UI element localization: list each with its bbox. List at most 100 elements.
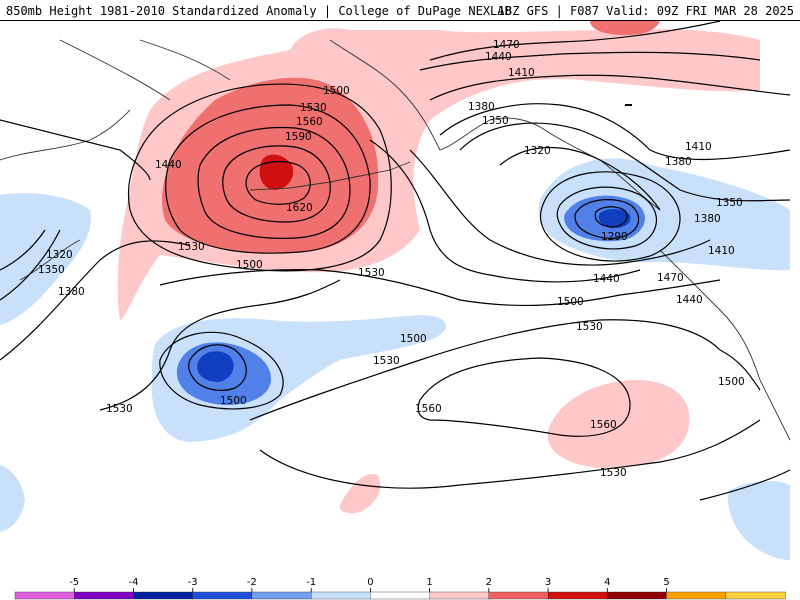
contour-high-1620 [245,161,311,205]
contour-1500-mid [159,269,721,307]
colorbar-segment [666,591,727,600]
colorbar-tick-label: 0 [367,577,373,588]
contour-1500-mexico [719,349,761,391]
colorbar-tick-label: -3 [188,577,198,588]
colorbar: -5 -4 -3 -2 -1 0 1 2 3 4 5 [14,577,786,600]
colorbar-tick-label: -4 [129,577,139,588]
colorbar-segment [133,591,194,600]
contour-label: 1470 [657,272,684,284]
contour-label: 1560 [590,419,617,431]
contour-1530-south [259,419,761,489]
colorbar-segment [607,591,668,600]
negative-anomaly-sw [0,465,25,532]
contour-1530-mid [99,279,341,411]
contour-gulf-ring-c [574,199,640,239]
contour-label: 1530 [600,467,627,479]
contour-label: 1350 [482,115,509,127]
contour-label: 1500 [557,296,584,308]
colorbar-tick-label: 3 [545,577,551,588]
contour-label: 1380 [58,286,85,298]
contour-label: 1380 [665,156,692,168]
contour-label: 1440 [485,51,512,63]
colorbar-segment [14,591,75,600]
contour-high-1500 [127,83,392,272]
asia-coast [0,109,131,281]
contour-1530-west [0,240,191,361]
colorbar-tick-label: -5 [69,577,79,588]
colorbar-segment [725,591,786,600]
contour-gulf-ring-d [594,206,628,228]
colorbar-tick-label: 2 [486,577,492,588]
contour-1350-west [0,229,46,271]
contour-1530-low [188,344,247,391]
contour-label: 1530 [576,321,603,333]
contour-gulf-ring-b [556,186,657,250]
colorbar-segment [370,591,431,600]
negative-anomaly-far-west [0,193,91,325]
positive-anomaly-core [259,154,294,190]
contour-label: 1380 [694,213,721,225]
contour-label: 1500 [236,259,263,271]
contour-labels: 1470 1440 1410 1500 1530 1560 1590 1620 … [38,39,745,479]
colorbar-labels: -5 -4 -3 -2 -1 0 1 2 3 4 5 [69,577,670,592]
low-center-marker [625,104,632,106]
contour-label: 1470 [493,39,520,51]
map-canvas: 1470 1440 1410 1500 1530 1560 1590 1620 … [0,21,791,560]
contour-1560-central [417,357,631,437]
colorbar-segment [251,591,312,600]
contour-1470-north [429,21,721,61]
contour-1500-ring1 [369,139,641,283]
contour-label: 1560 [296,116,323,128]
contour-label: 1320 [524,145,551,157]
aleutian-chain [249,161,411,191]
contour-1380-gulf [439,103,791,161]
contour-label: 1560 [415,403,442,415]
positive-anomaly-central [547,380,690,469]
contour-1440-west [0,119,151,181]
colorbar-segment [488,591,549,600]
contour-label: 1530 [358,267,385,279]
contour-high-1590 [222,145,331,223]
contour-label: 1530 [178,241,205,253]
positive-anomaly-ne [590,21,660,36]
colorbar-segments [14,591,786,600]
contour-label: 1500 [323,85,350,97]
contour-label: 1290 [601,231,628,243]
contour-label: 1320 [46,249,73,261]
contour-label: 1500 [400,333,427,345]
contour-1530-central [249,319,721,421]
contour-label: 1410 [508,67,535,79]
contour-high-1530 [165,104,371,254]
contour-label: 1380 [468,101,495,113]
negative-anomaly-west-core [197,351,234,382]
colorbar-segment [547,591,608,600]
contour-label: 1500 [718,376,745,388]
contour-label: 1410 [708,245,735,257]
russia-border [59,39,231,101]
contour-1440-north [419,51,761,71]
colorbar-segment [311,591,372,600]
contour-1500-low [159,331,284,410]
model-valid-time: 18Z GFS | F087 Valid: 09Z FRI MAR 28 202… [497,4,794,18]
contour-label: 1590 [285,131,312,143]
colorbar-segment [192,591,253,600]
contour-label: 1620 [286,202,313,214]
product-title: 850mb Height 1981-2010 Standardized Anom… [6,4,512,18]
contour-label: 1350 [716,197,743,209]
colorbar-tick-label: 5 [663,577,669,588]
contour-label: 1440 [593,273,620,285]
contour-1380-west [0,229,61,301]
contour-label: 1500 [220,395,247,407]
colorbar-tick-label: 4 [604,577,610,588]
contour-1440-ring [409,149,711,266]
colorbar-segment [73,591,135,600]
anomaly-shading [0,21,790,560]
contour-1500-ne [699,469,791,501]
colorbar-tick-label: 1 [426,577,432,588]
title-bar: 850mb Height 1981-2010 Standardized Anom… [0,0,800,21]
positive-anomaly-south [339,474,381,514]
contour-label: 1350 [38,264,65,276]
contour-gulf-ring-a [539,171,681,262]
colorbar-segment [429,591,490,600]
